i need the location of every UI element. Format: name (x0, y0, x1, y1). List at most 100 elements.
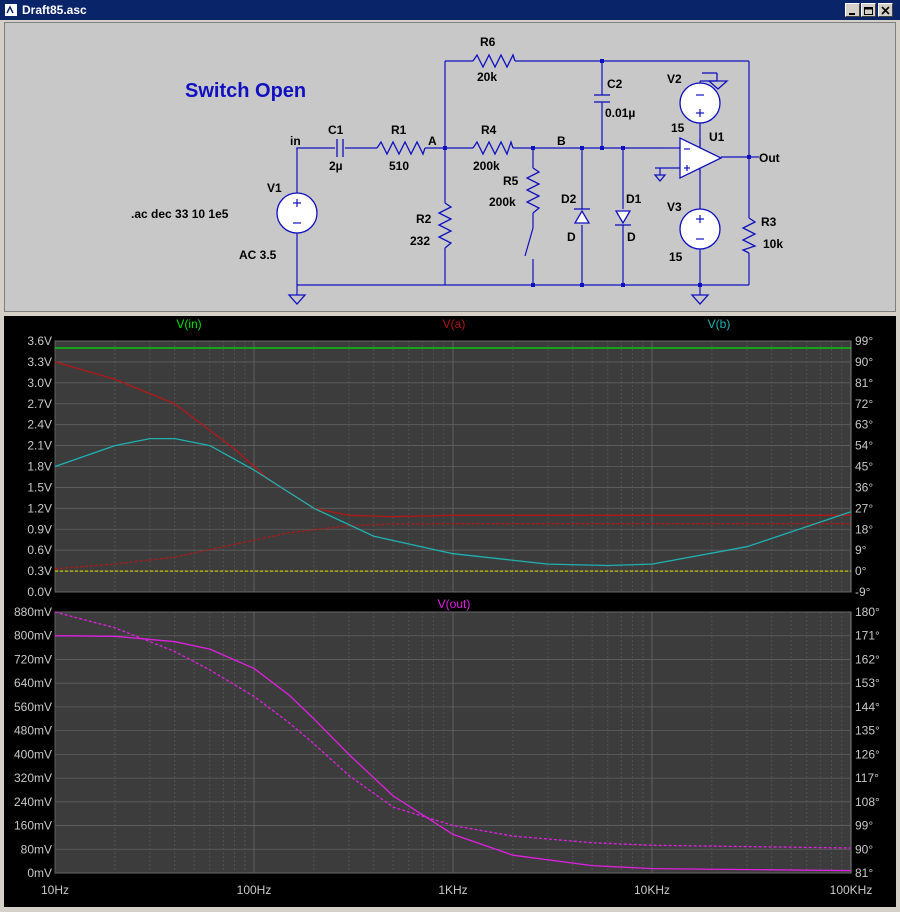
v2-name: V2 (667, 72, 682, 86)
y-tick-label: 880mV (14, 605, 52, 619)
minimize-button[interactable] (845, 3, 860, 17)
r2-value: 232 (410, 234, 430, 248)
y-tick-label: 80mV (21, 842, 52, 856)
v2-value: 15 (671, 121, 685, 135)
y2-tick-label: -9° (855, 585, 871, 599)
x-tick-label: 100KHz (830, 883, 873, 897)
d2-name: D2 (561, 192, 577, 206)
legend-label-V(b): V(b) (708, 317, 731, 331)
y-tick-label: 2.4V (27, 418, 52, 432)
y-tick-label: 3.0V (27, 376, 52, 390)
y2-tick-label: 0° (855, 564, 867, 578)
y2-tick-label: 45° (855, 460, 873, 474)
net-label-a: A (428, 134, 437, 148)
y-tick-label: 1.2V (27, 501, 52, 515)
legend-label-V(in): V(in) (176, 317, 201, 331)
schematic-panel[interactable]: Switch Open .ac dec 33 10 1e5 in A B Out… (4, 22, 896, 312)
window-titlebar: Draft85.asc (0, 0, 900, 20)
close-button[interactable] (878, 3, 893, 17)
d1-name: D1 (626, 192, 642, 206)
y-tick-label: 0mV (27, 866, 52, 880)
waveform-plot-canvas[interactable]: 0.0V 0.3V 0.6V 0.9V 1.2V 1.5V 1.8V 2.1V 2.4V 2.7V… (4, 316, 896, 907)
y-tick-label: 0.3V (27, 564, 52, 578)
net-label-in: in (290, 134, 301, 148)
y2-tick-label: 81° (855, 866, 873, 880)
y-tick-label: 3.3V (27, 355, 52, 369)
v1-name: V1 (267, 181, 282, 195)
x-tick-label: 10Hz (41, 883, 69, 897)
r1-value: 510 (389, 159, 409, 173)
y2-tick-label: 180° (855, 605, 880, 619)
y-tick-label: 480mV (14, 724, 52, 738)
d2-value: D (567, 230, 576, 244)
r4-name: R4 (481, 123, 497, 137)
x-tick-label: 100Hz (237, 883, 272, 897)
y2-tick-label: 153° (855, 676, 880, 690)
y2-tick-label: 18° (855, 522, 873, 536)
y2-tick-label: 63° (855, 418, 873, 432)
r3-name: R3 (761, 215, 777, 229)
components (276, 53, 757, 305)
y2-tick-label: 36° (855, 480, 873, 494)
r1-name: R1 (391, 123, 407, 137)
y-tick-label: 1.5V (27, 480, 52, 494)
window-title: Draft85.asc (22, 3, 87, 17)
schematic-canvas[interactable]: Switch Open .ac dec 33 10 1e5 in A B Out… (5, 23, 897, 313)
v3-value: 15 (669, 250, 683, 264)
app-icon (5, 4, 17, 16)
y-tick-label: 2.7V (27, 397, 52, 411)
minimize-icon (849, 13, 855, 15)
y2-tick-label: 54° (855, 439, 873, 453)
switch-annotation: Switch Open (185, 80, 306, 102)
c2-name: C2 (607, 77, 623, 91)
d1-value: D (627, 230, 636, 244)
y2-tick-label: 90° (855, 842, 873, 856)
x-tick-label: 1KHz (438, 883, 467, 897)
c2-value: 0.01µ (605, 106, 635, 120)
series-V(b)-magnitude (54, 437, 852, 567)
y-tick-label: 0.0V (27, 585, 52, 599)
y2-tick-label: 27° (855, 501, 873, 515)
r5-name: R5 (503, 174, 519, 188)
y-tick-label: 2.1V (27, 439, 52, 453)
r4-value: 200k (473, 159, 500, 173)
y2-tick-label: 144° (855, 700, 880, 714)
y2-tick-label: 81° (855, 376, 873, 390)
y-tick-label: 160mV (14, 819, 52, 833)
y2-tick-label: 108° (855, 795, 880, 809)
y2-tick-label: 99° (855, 334, 873, 348)
legend-label-V(a): V(a) (443, 317, 466, 331)
y-tick-label: 1.8V (27, 460, 52, 474)
v3-name: V3 (667, 200, 682, 214)
y-tick-label: 400mV (14, 747, 52, 761)
y-tick-label: 560mV (14, 700, 52, 714)
ac-directive: .ac dec 33 10 1e5 (131, 207, 229, 221)
r6-value: 20k (477, 70, 497, 84)
y-tick-label: 3.6V (27, 334, 52, 348)
legend-label-V(out): V(out) (438, 597, 471, 611)
y2-tick-label: 72° (855, 397, 873, 411)
wires (296, 60, 759, 295)
r6-name: R6 (480, 35, 496, 49)
series-V(a)-phase (54, 523, 851, 570)
c1-value: 2µ (329, 159, 343, 173)
y2-tick-label: 135° (855, 724, 880, 738)
r3-value: 10k (763, 237, 783, 251)
close-icon (881, 6, 890, 15)
net-label-b: B (557, 134, 566, 148)
y-tick-label: 800mV (14, 629, 52, 643)
y2-tick-label: 9° (855, 543, 867, 557)
y2-tick-label: 99° (855, 819, 873, 833)
maximize-icon (864, 7, 873, 15)
junction-dots (443, 59, 751, 287)
y2-tick-label: 126° (855, 747, 880, 761)
net-label-out: Out (759, 151, 780, 165)
c1-name: C1 (328, 123, 344, 137)
series-V(out)-magnitude (54, 635, 852, 872)
y2-tick-label: 171° (855, 629, 880, 643)
y2-tick-label: 162° (855, 652, 880, 666)
maximize-button[interactable] (861, 3, 876, 17)
series-V(out)-phase (54, 611, 852, 849)
r2-name: R2 (416, 212, 432, 226)
waveform-viewer[interactable]: 0.0V 0.3V 0.6V 0.9V 1.2V 1.5V 1.8V 2.1V 2.4V 2.7V… (4, 316, 896, 907)
